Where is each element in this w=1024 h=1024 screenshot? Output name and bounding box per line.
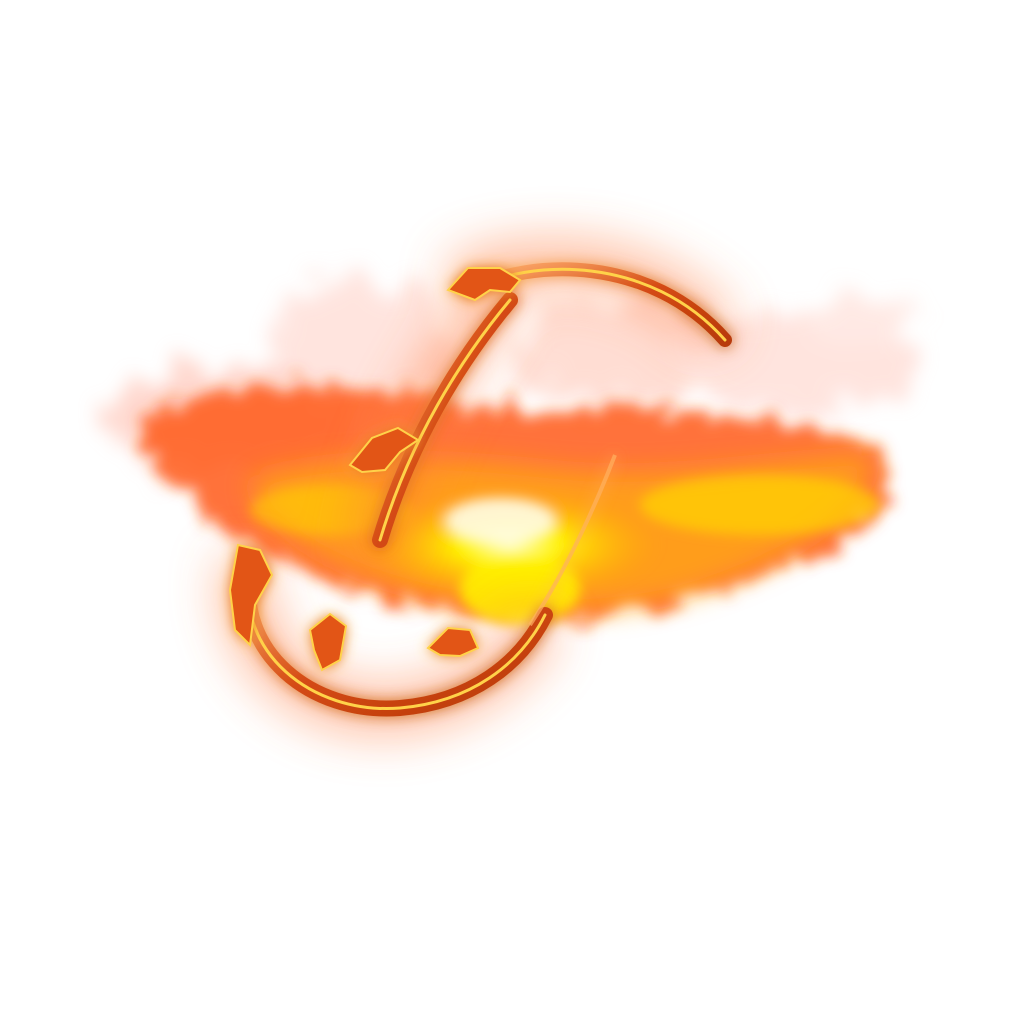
dragon-claw-lower — [308, 612, 348, 672]
dragon-claw-upper — [348, 426, 420, 474]
dragon-head-left — [228, 543, 274, 648]
dragon-claw-right — [426, 626, 480, 658]
dragon-head-top — [446, 267, 522, 302]
